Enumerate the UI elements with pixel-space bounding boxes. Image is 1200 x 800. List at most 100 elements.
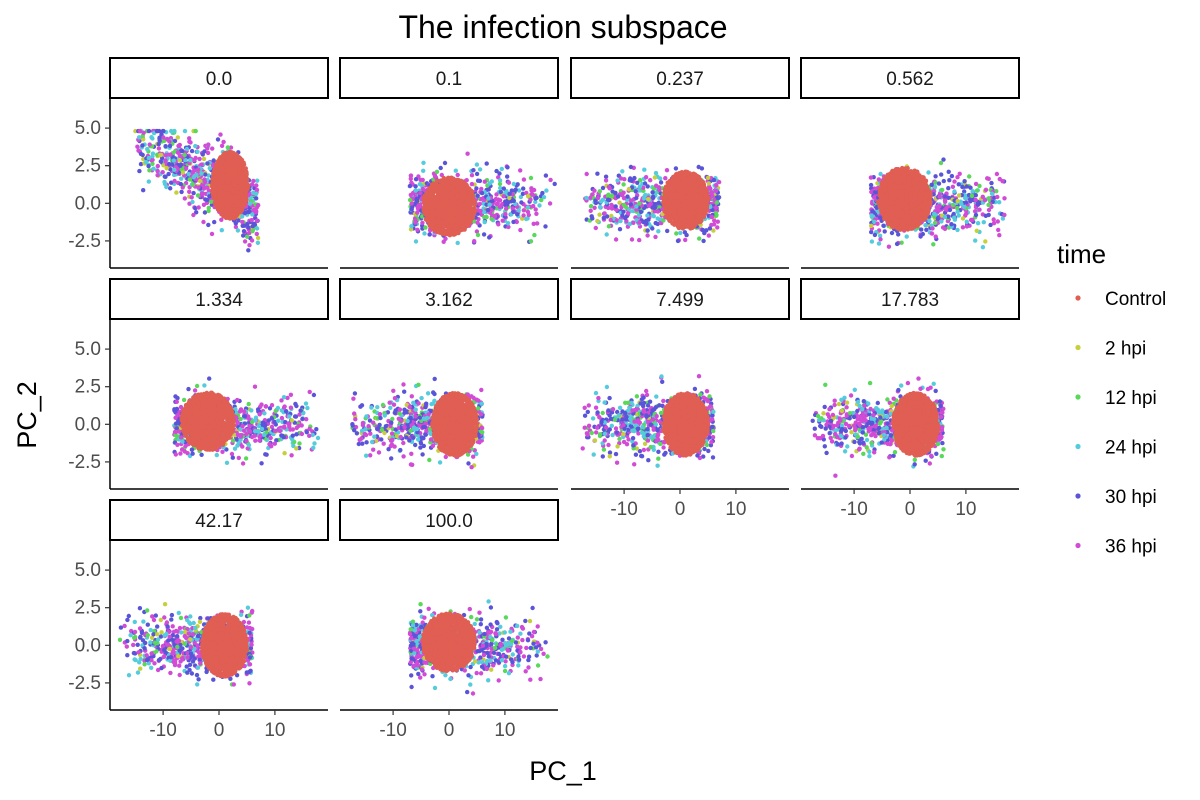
data-point xyxy=(255,203,261,208)
data-point xyxy=(518,168,523,173)
data-point xyxy=(176,143,181,149)
data-point xyxy=(628,164,634,170)
data-point xyxy=(413,239,419,244)
data-point xyxy=(242,166,247,171)
facet-points xyxy=(583,164,722,244)
data-point xyxy=(453,217,458,223)
data-point xyxy=(449,218,454,223)
data-point xyxy=(196,205,201,210)
data-point xyxy=(169,128,174,134)
data-point xyxy=(655,216,660,221)
data-point xyxy=(653,170,659,176)
data-point xyxy=(493,196,499,202)
data-point xyxy=(246,225,251,230)
data-point xyxy=(613,204,618,209)
data-point xyxy=(597,212,602,217)
data-point xyxy=(625,211,631,216)
data-point xyxy=(552,181,557,187)
data-point xyxy=(708,186,713,191)
data-point xyxy=(140,152,145,158)
data-point xyxy=(205,161,210,166)
data-point xyxy=(222,206,227,211)
data-point xyxy=(469,173,475,178)
data-point xyxy=(592,188,597,193)
data-point xyxy=(437,228,442,233)
data-point xyxy=(452,201,458,207)
data-point xyxy=(223,213,228,218)
data-point xyxy=(191,212,196,218)
data-point xyxy=(715,219,720,224)
data-point xyxy=(163,153,168,158)
data-point xyxy=(242,223,247,228)
data-point xyxy=(177,158,183,163)
data-point xyxy=(167,161,172,167)
y-tick-label: 2.5 xyxy=(75,156,101,177)
data-point xyxy=(457,205,462,211)
data-point xyxy=(543,224,548,229)
data-point xyxy=(245,234,250,239)
data-point xyxy=(177,153,182,159)
data-point xyxy=(620,213,625,218)
data-point xyxy=(715,196,721,201)
data-point xyxy=(241,233,246,238)
data-point xyxy=(156,141,161,147)
data-point xyxy=(241,161,246,166)
data-point xyxy=(249,217,254,223)
data-point xyxy=(199,171,204,176)
data-point xyxy=(161,135,166,140)
data-point xyxy=(197,178,203,184)
data-point xyxy=(202,210,208,215)
data-point xyxy=(638,209,644,215)
data-point xyxy=(475,232,481,238)
data-point xyxy=(442,160,448,166)
data-point xyxy=(250,190,256,195)
facet-points xyxy=(133,128,261,253)
data-point xyxy=(408,192,413,198)
data-point xyxy=(209,199,214,204)
data-point xyxy=(615,178,620,183)
data-point xyxy=(420,220,425,226)
data-point xyxy=(242,239,248,244)
data-point xyxy=(249,238,255,243)
data-point xyxy=(151,166,156,171)
data-point xyxy=(242,187,247,192)
data-point xyxy=(608,217,613,223)
data-point xyxy=(637,184,643,189)
data-point xyxy=(199,191,205,196)
data-point xyxy=(435,219,440,224)
data-point xyxy=(220,169,225,175)
data-point xyxy=(415,210,420,215)
data-point xyxy=(613,237,619,242)
data-point xyxy=(496,222,501,227)
data-point xyxy=(505,221,511,226)
data-point xyxy=(201,186,207,191)
data-point xyxy=(192,168,197,173)
data-point xyxy=(141,137,146,142)
data-point xyxy=(537,203,542,208)
data-point xyxy=(521,177,527,182)
data-point xyxy=(254,187,260,193)
data-point xyxy=(541,195,547,200)
data-point xyxy=(511,209,516,215)
data-point xyxy=(505,202,510,207)
data-point xyxy=(634,195,639,201)
data-point xyxy=(525,209,531,215)
data-point xyxy=(182,128,188,134)
data-point xyxy=(186,172,192,177)
data-point xyxy=(212,219,217,225)
data-point xyxy=(650,190,655,195)
data-point xyxy=(448,180,453,185)
data-point xyxy=(245,183,250,188)
data-point xyxy=(233,221,238,226)
data-point xyxy=(457,194,463,199)
data-point xyxy=(157,135,162,140)
data-point xyxy=(629,237,635,242)
data-point xyxy=(201,219,206,225)
data-point xyxy=(543,173,549,178)
data-point xyxy=(180,170,185,175)
data-point xyxy=(162,179,167,185)
data-point xyxy=(646,203,652,208)
data-point xyxy=(675,238,681,244)
data-point xyxy=(434,204,439,210)
data-point xyxy=(235,154,241,160)
